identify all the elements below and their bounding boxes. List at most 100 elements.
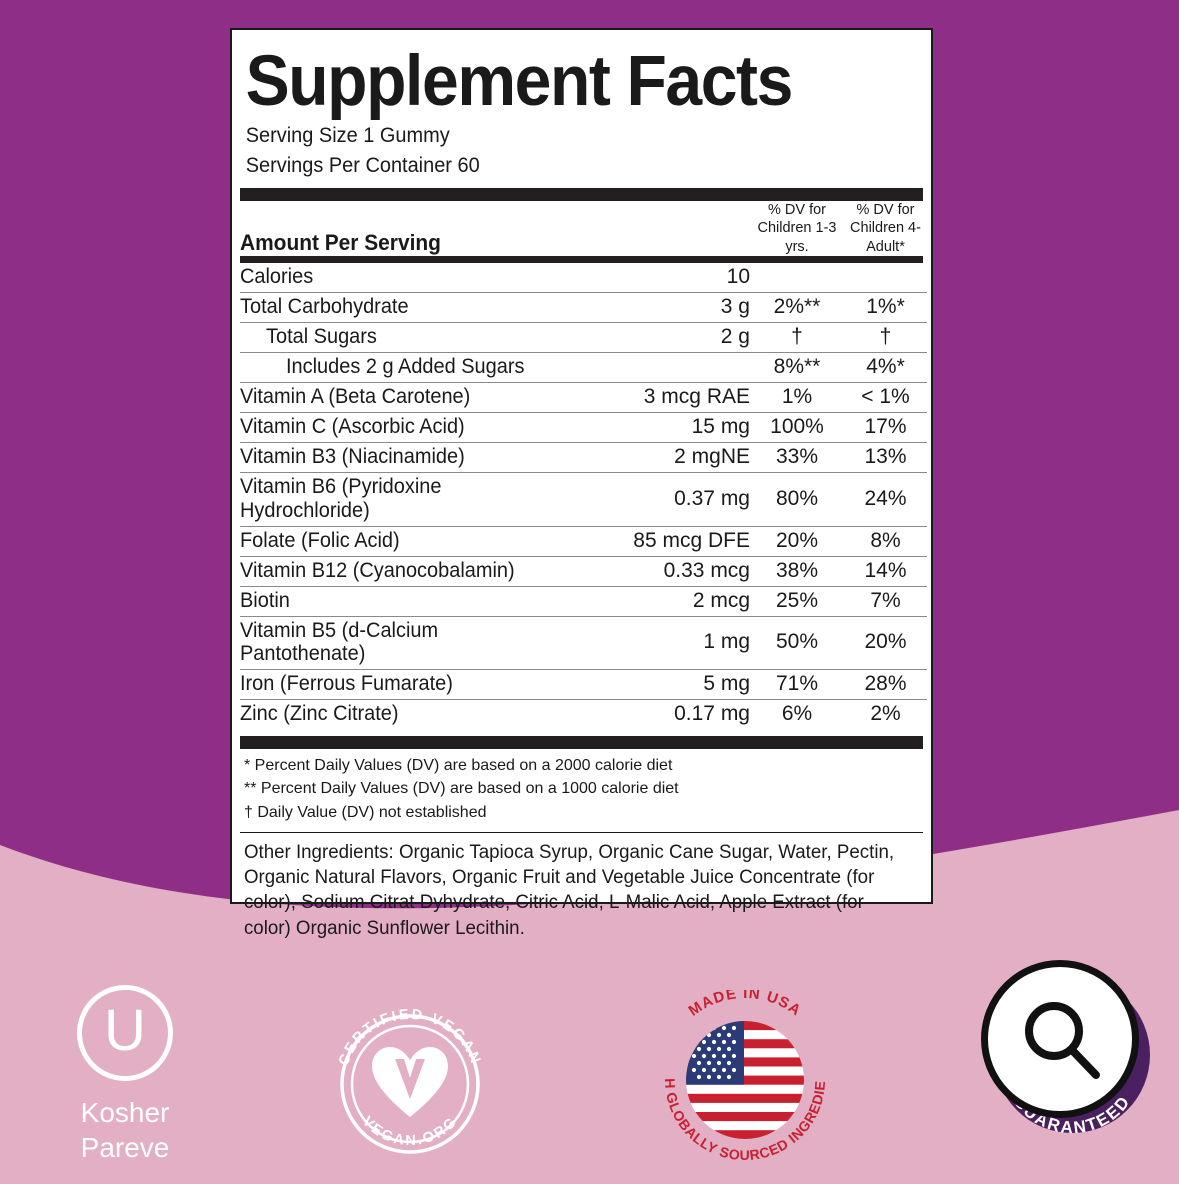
- nutrient-amount: 2 g: [585, 322, 750, 354]
- table-row: Calories 10: [240, 263, 927, 294]
- nutrient-dv-children-4-adult: < 1%: [844, 382, 927, 413]
- nutrient-dv-children-4-adult: 14%: [844, 556, 927, 587]
- nutrient-amount: [585, 352, 750, 384]
- table-row: Iron (Ferrous Fumarate) 5 mg 71% 28%: [240, 669, 927, 701]
- nutrient-dv-children-1-3: †: [750, 322, 844, 354]
- nutrient-dv-children-4-adult: 7%: [844, 586, 927, 617]
- table-row: Vitamin C (Ascorbic Acid) 15 mg 100% 17%: [240, 412, 927, 443]
- nutrient-dv-children-4-adult: 28%: [844, 669, 927, 701]
- badge-certified-vegan: CERTIFIED VEGAN VEGAN.ORG: [336, 1007, 482, 1154]
- usa-top-text: MADE IN USA: [685, 990, 804, 1020]
- nutrient-amount: 1 mg: [585, 616, 750, 671]
- usa-flag-icon: [686, 1021, 804, 1139]
- nutrient-name: Vitamin C (Ascorbic Acid): [240, 412, 585, 443]
- nutrient-dv-children-1-3: 33%: [750, 442, 844, 473]
- nutrient-dv-children-1-3: 50%: [750, 616, 844, 671]
- table-row: Folate (Folic Acid) 85 mcg DFE 20% 8%: [240, 526, 927, 557]
- kosher-label: Kosher Pareve: [30, 1095, 220, 1165]
- supplement-facts-panel: Supplement Facts Serving Size 1 Gummy Se…: [230, 28, 933, 939]
- table-row: Vitamin B3 (Niacinamide) 2 mgNE 33% 13%: [240, 442, 927, 473]
- nutrient-name: Zinc (Zinc Citrate): [240, 702, 399, 726]
- nutrient-name: Vitamin B6 (Pyridoxine Hydrochloride): [240, 472, 585, 527]
- nutrient-name: Iron (Ferrous Fumarate): [240, 669, 585, 701]
- nutrient-name: Total Sugars: [240, 322, 585, 354]
- nutrient-dv-children-4-adult: 4%*: [844, 352, 927, 384]
- divider-thick-top: [240, 187, 923, 201]
- nutrient-dv-children-4-adult: 24%: [844, 472, 927, 527]
- footnote-line: † Daily Value (DV) not established: [244, 803, 487, 821]
- table-header-row: Amount Per Serving % DV for Children 1-3…: [240, 201, 927, 257]
- kosher-label-line2: Pareve: [80, 1132, 170, 1163]
- nutrient-name: Biotin: [240, 586, 585, 617]
- amount-per-serving-header: Amount Per Serving: [240, 230, 441, 256]
- badge-made-in-usa: MADE IN USA WITH GLOBALLY SOURCED INGRED…: [650, 990, 828, 1163]
- nutrient-amount: 2 mgNE: [585, 442, 750, 473]
- nutrient-dv-children-1-3: 25%: [750, 586, 844, 617]
- nutrient-name: Vitamin A (Beta Carotene): [240, 382, 585, 413]
- servings-per-container: Servings Per Container 60: [245, 153, 480, 177]
- dv-header-children-4-adult: % DV for Children 4-Adult*: [850, 201, 921, 255]
- nutrient-name: Calories: [240, 263, 585, 294]
- nutrient-dv-children-4-adult: 17%: [844, 412, 927, 443]
- nutrient-dv-children-1-3: 100%: [750, 412, 844, 443]
- nutrient-dv-children-1-3: [750, 263, 844, 294]
- divider-thick-bottom: [240, 736, 923, 750]
- ou-kosher-icon: U: [77, 985, 173, 1081]
- ou-mark: U: [104, 998, 146, 1063]
- table-row: Total Carbohydrate 3 g 2%** 1%*: [240, 292, 927, 324]
- table-row: Includes 2 g Added Sugars 8%** 4%*: [240, 352, 927, 384]
- table-row: Vitamin A (Beta Carotene) 3 mcg RAE 1% < 1%: [240, 382, 927, 413]
- footnote-line: * Percent Daily Values (DV) are based on…: [244, 757, 673, 775]
- vegan-outer-ring: [340, 1014, 480, 1154]
- zoom-magnifier-overlay[interactable]: [981, 960, 1139, 1118]
- nutrient-dv-children-4-adult: 8%: [844, 526, 927, 557]
- footnotes: * Percent Daily Values (DV) are based on…: [240, 749, 923, 828]
- nutrient-amount: 5 mg: [585, 669, 750, 701]
- nutrient-dv-children-1-3: 8%**: [750, 352, 844, 384]
- nutrient-name: Includes 2 g Added Sugars: [240, 352, 585, 384]
- nutrient-dv-children-4-adult: [844, 263, 927, 294]
- nutrient-dv-children-4-adult: †: [844, 322, 927, 354]
- other-ingredients: Other Ingredients: Organic Tapioca Syrup…: [243, 841, 895, 939]
- divider-medium: [240, 256, 923, 264]
- kosher-label-line1: Kosher: [80, 1097, 170, 1128]
- footnotes-separator: [240, 831, 923, 833]
- nutrient-amount: 15 mg: [585, 412, 750, 443]
- nutrient-amount: 3 mcg RAE: [585, 382, 750, 413]
- nutrient-amount: 3 g: [585, 292, 750, 324]
- nutrient-dv-children-4-adult: 2%: [870, 702, 901, 726]
- nutrient-dv-children-4-adult: 20%: [844, 616, 927, 671]
- magnifier-icon: [1025, 1002, 1100, 1079]
- nutrient-amount: 10: [585, 263, 750, 294]
- nutrition-table: Amount Per Serving % DV for Children 1-3…: [240, 201, 927, 257]
- page-title: Supplement Facts: [245, 42, 794, 121]
- table-row: Zinc (Zinc Citrate) 0.17 mg 6% 2%: [240, 700, 927, 729]
- nutrient-dv-children-4-adult: 13%: [844, 442, 927, 473]
- table-row: Biotin 2 mcg 25% 7%: [240, 586, 927, 617]
- nutrient-name: Folate (Folic Acid): [240, 526, 585, 557]
- footnote-line: ** Percent Daily Values (DV) are based o…: [244, 780, 679, 798]
- nutrient-dv-children-1-3: 71%: [750, 669, 844, 701]
- table-row: Vitamin B5 (d-Calcium Pantothenate) 1 mg 5…: [240, 616, 927, 671]
- nutrient-dv-children-1-3: 20%: [750, 526, 844, 557]
- nutrient-dv-children-1-3: 38%: [750, 556, 844, 587]
- nutrient-dv-children-4-adult: 1%*: [844, 292, 927, 324]
- nutrient-amount: 0.37 mg: [585, 472, 750, 527]
- nutrient-name: Vitamin B3 (Niacinamide): [240, 442, 585, 473]
- nutrient-name: Vitamin B5 (d-Calcium Pantothenate): [240, 616, 585, 671]
- badge-kosher-pareve: U Kosher Pareve: [30, 985, 220, 1165]
- nutrient-name: Total Carbohydrate: [240, 292, 585, 324]
- nutrient-dv-children-1-3: 2%**: [750, 292, 844, 324]
- nutrient-rows-table: Calories 10 Total Carbohydrate 3 g 2%** 1%* To…: [240, 263, 927, 729]
- vegan-inner-ring: [350, 1024, 470, 1144]
- table-row: Vitamin B6 (Pyridoxine Hydrochloride) 0.3…: [240, 472, 927, 527]
- nutrient-dv-children-1-3: 1%: [750, 382, 844, 413]
- nutrient-dv-children-1-3: 80%: [750, 472, 844, 527]
- nutrient-amount: 0.17 mg: [674, 702, 750, 726]
- vegan-v-mark: [395, 1059, 425, 1099]
- dv-header-children-1-3: % DV for Children 1-3 yrs.: [757, 201, 837, 255]
- serving-size: Serving Size 1 Gummy: [245, 124, 450, 147]
- table-row: Total Sugars 2 g † †: [240, 322, 927, 354]
- nutrient-amount: 2 mcg: [585, 586, 750, 617]
- nutrient-dv-children-1-3: 6%: [781, 702, 813, 726]
